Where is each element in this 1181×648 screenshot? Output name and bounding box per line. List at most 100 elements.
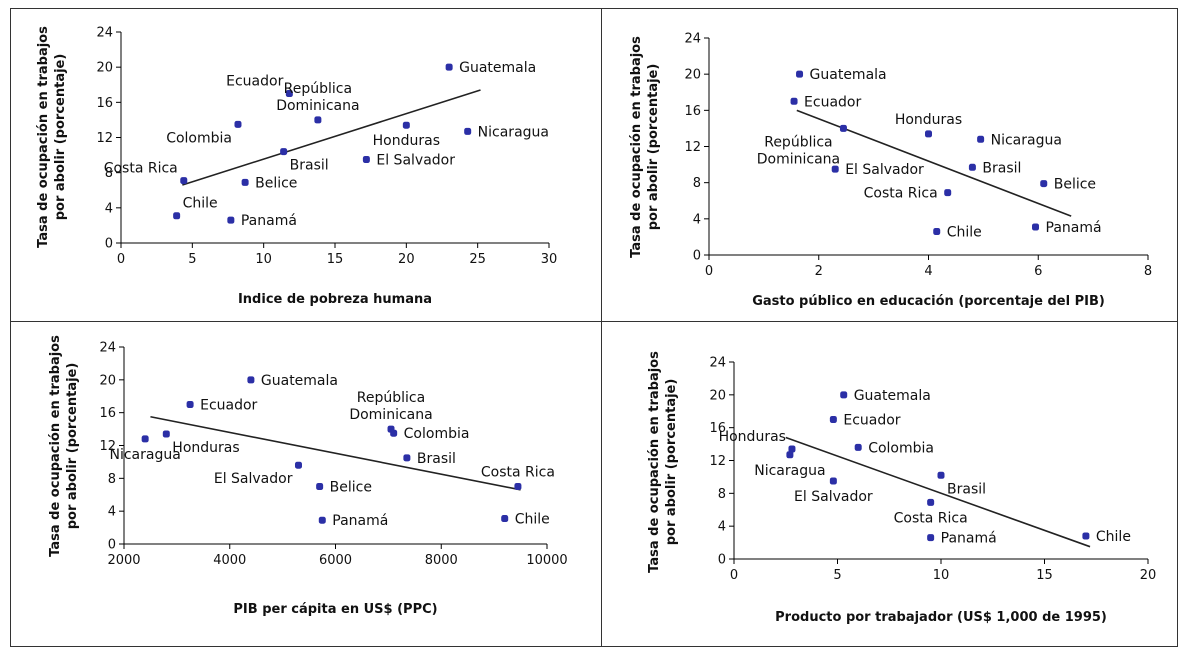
x-axis-title: Gasto público en educación (porcentaje d… bbox=[752, 294, 1105, 309]
point-label-line: República bbox=[284, 81, 352, 97]
point-label-costa-rica: Costa Rica bbox=[864, 186, 938, 202]
point-chile bbox=[501, 515, 509, 523]
x-tick-label: 10000 bbox=[526, 553, 567, 568]
x-tick-label: 8 bbox=[1144, 264, 1152, 279]
point-colombia bbox=[854, 443, 862, 451]
chart-panel-pib: 0 4 8 12 16 20 24 2000 4000 6000 8000 10000 PIB per … bbox=[10, 321, 602, 647]
y-tick-label: 20 bbox=[684, 68, 701, 83]
point-label-panama: Panamá bbox=[332, 513, 388, 529]
point-label-brasil: Brasil bbox=[417, 451, 456, 467]
point-label-line: Costa Rica bbox=[864, 186, 938, 202]
point-label-chile: Chile bbox=[515, 512, 550, 528]
point-honduras bbox=[162, 430, 170, 438]
point-label-panama: Panamá bbox=[241, 213, 297, 229]
point-label-colombia: Colombia bbox=[868, 440, 934, 456]
point-label-line: El Salvador bbox=[845, 162, 924, 178]
x-tick-label: 15 bbox=[1036, 568, 1053, 583]
point-colombia bbox=[390, 429, 398, 437]
point-honduras bbox=[788, 445, 796, 453]
y-tick-label: 0 bbox=[105, 237, 113, 252]
y-axis-title: Tasa de ocupación en trabajos por abolir … bbox=[48, 335, 80, 557]
point-costa-rica bbox=[180, 177, 188, 185]
point-label-line: Belice bbox=[1054, 177, 1096, 193]
x-tick-label: 20 bbox=[1140, 568, 1157, 583]
y-tick-label: 4 bbox=[108, 505, 116, 520]
point-costa-rica bbox=[514, 483, 522, 491]
point-guatemala bbox=[796, 70, 804, 78]
chart-panel-producto: 0 4 8 12 16 20 24 0 5 10 15 20 Producto por trabajad… bbox=[601, 321, 1178, 647]
point-label-el-salvador: El Salvador bbox=[376, 152, 455, 168]
point-brasil bbox=[280, 148, 288, 156]
y-axis-title: Tasa de ocupación en trabajos por abolir … bbox=[647, 351, 679, 573]
point-chile bbox=[173, 212, 181, 220]
point-label-honduras: Honduras bbox=[172, 440, 239, 456]
point-nicaragua bbox=[977, 135, 985, 143]
x-tick-label: 0 bbox=[730, 568, 738, 583]
point-el-salvador bbox=[362, 155, 370, 163]
point-label-brasil: Brasil bbox=[982, 160, 1021, 176]
point-label-nicaragua: Nicaragua bbox=[991, 132, 1062, 148]
point-label-line: Honduras bbox=[895, 112, 962, 128]
trend-line bbox=[182, 89, 481, 186]
x-tick-label: 8000 bbox=[425, 553, 458, 568]
y-axis-title-line: Tasa de ocupación en trabajos bbox=[629, 36, 644, 258]
point-brasil bbox=[968, 163, 976, 171]
point-honduras bbox=[402, 121, 410, 129]
point-label-line: Belice bbox=[255, 175, 297, 191]
point-label-honduras: Honduras bbox=[719, 429, 786, 445]
point-chile bbox=[933, 227, 941, 235]
point-panama bbox=[318, 516, 326, 524]
point-label-costa-rica: Costa Rica bbox=[894, 510, 968, 526]
y-tick-label: 16 bbox=[96, 96, 113, 111]
point-honduras bbox=[925, 130, 932, 138]
point-colombia bbox=[234, 120, 242, 128]
point-label-line: El Salvador bbox=[794, 489, 873, 505]
point-label-line: Brasil bbox=[947, 481, 986, 497]
y-axis-title-line: Tasa de ocupación en trabajos bbox=[36, 26, 51, 248]
point-label-guatemala: Guatemala bbox=[810, 67, 887, 83]
point-label-line: Panamá bbox=[941, 531, 997, 547]
x-tick-label: 30 bbox=[541, 252, 558, 267]
point-label-line: República bbox=[764, 134, 832, 150]
y-tick-label: 16 bbox=[684, 104, 701, 119]
x-tick-label: 2 bbox=[815, 264, 823, 279]
point-label-chile: Chile bbox=[1096, 529, 1131, 545]
x-axis-title: Indice de pobreza humana bbox=[238, 292, 432, 307]
point-label-line: Nicaragua bbox=[991, 132, 1062, 148]
point-label-nicaragua: Nicaragua bbox=[109, 447, 180, 463]
y-tick-label: 16 bbox=[709, 421, 726, 436]
point-label-line: Belice bbox=[330, 480, 372, 496]
y-axis-title-line: Tasa de ocupación en trabajos bbox=[647, 351, 662, 573]
point-label-chile: Chile bbox=[947, 224, 982, 240]
point-label-belice: Belice bbox=[330, 480, 372, 496]
point-label-guatemala: Guatemala bbox=[854, 388, 931, 404]
x-tick-label: 15 bbox=[327, 252, 344, 267]
point-costa-rica bbox=[944, 189, 952, 197]
point-label-line: Guatemala bbox=[854, 388, 931, 404]
point-brasil bbox=[403, 454, 411, 462]
y-tick-label: 24 bbox=[96, 26, 113, 41]
y-tick-label: 8 bbox=[693, 176, 701, 191]
y-tick-label: 24 bbox=[684, 32, 701, 47]
y-axis-title-line: por abolir (porcentaje) bbox=[664, 379, 679, 546]
point-label-line: El Salvador bbox=[376, 152, 455, 168]
x-tick-label: 10 bbox=[933, 568, 950, 583]
x-tick-label: 6000 bbox=[319, 553, 352, 568]
point-label-line: Nicaragua bbox=[478, 124, 549, 140]
point-label-line: Colombia bbox=[868, 440, 934, 456]
point-nicaragua bbox=[141, 435, 149, 443]
x-tick-label: 5 bbox=[188, 252, 196, 267]
point-label-chile: Chile bbox=[183, 196, 218, 212]
y-tick-label: 12 bbox=[709, 454, 726, 469]
y-tick-label: 4 bbox=[693, 212, 701, 227]
point-label-republica-dominicana: República Dominicana bbox=[757, 134, 840, 167]
point-panama bbox=[1032, 223, 1040, 231]
y-tick-label: 16 bbox=[99, 406, 116, 421]
y-tick-label: 20 bbox=[96, 61, 113, 76]
point-belice bbox=[1040, 180, 1048, 188]
point-label-honduras: Honduras bbox=[895, 112, 962, 128]
point-republica-dominicana bbox=[839, 124, 847, 132]
point-label-line: Honduras bbox=[719, 429, 786, 445]
point-label-line: Guatemala bbox=[459, 60, 536, 76]
